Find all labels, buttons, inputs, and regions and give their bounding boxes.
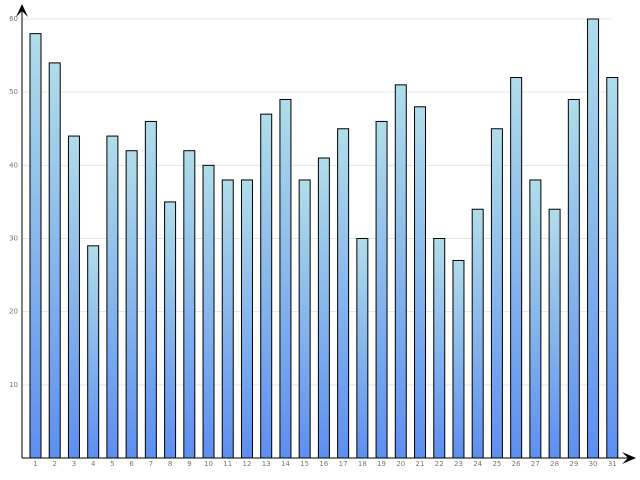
x-tick-label: 5 xyxy=(110,460,114,468)
x-tick-label: 12 xyxy=(243,460,252,468)
bar-15 xyxy=(298,179,311,459)
bar-1 xyxy=(29,33,42,459)
x-tick-label: 7 xyxy=(149,460,153,468)
bar-27 xyxy=(529,179,542,459)
x-tick-label: 25 xyxy=(492,460,501,468)
x-tick-label: 15 xyxy=(300,460,309,468)
x-tick-label: 3 xyxy=(72,460,76,468)
bars xyxy=(29,18,619,459)
y-tick-label: 10 xyxy=(9,381,18,389)
bar-17 xyxy=(337,128,350,459)
x-tick-label: 24 xyxy=(473,460,482,468)
bar-26 xyxy=(510,77,523,459)
x-tick-label: 29 xyxy=(569,460,578,468)
bar-29 xyxy=(567,98,580,459)
bar-20 xyxy=(394,84,407,459)
y-tick-label: 60 xyxy=(9,15,18,23)
bar-7 xyxy=(144,120,157,459)
bar-11 xyxy=(221,179,234,459)
bar-14 xyxy=(279,98,292,459)
bar-12 xyxy=(240,179,253,459)
x-tick-label: 28 xyxy=(550,460,559,468)
x-tick-label: 27 xyxy=(531,460,540,468)
bar-24 xyxy=(471,208,484,459)
y-tick-label: 40 xyxy=(9,161,18,169)
bar-16 xyxy=(317,157,330,459)
x-tick-label: 8 xyxy=(168,460,172,468)
bar-19 xyxy=(375,120,388,459)
bar-9 xyxy=(183,150,196,459)
bar-5 xyxy=(106,135,119,459)
x-tick-label: 17 xyxy=(339,460,348,468)
x-tick-label: 6 xyxy=(129,460,134,468)
bar-2 xyxy=(48,62,61,459)
bar-21 xyxy=(414,106,427,459)
y-axis-arrow-icon xyxy=(16,4,28,17)
bar-4 xyxy=(87,245,100,459)
bar-18 xyxy=(356,238,369,459)
x-tick-label: 30 xyxy=(589,460,598,468)
bar-22 xyxy=(433,238,446,459)
x-tick-label: 1 xyxy=(33,460,37,468)
bar-6 xyxy=(125,150,138,459)
x-tick-label: 31 xyxy=(608,460,617,468)
y-tick-label: 50 xyxy=(9,88,18,96)
bar-10 xyxy=(202,164,215,459)
y-tick-label: 30 xyxy=(9,235,18,243)
x-tick-label: 10 xyxy=(204,460,213,468)
x-axis-arrow-icon xyxy=(622,452,636,464)
x-tick-label: 26 xyxy=(512,460,521,468)
bar-28 xyxy=(548,208,561,459)
x-tick-label: 21 xyxy=(416,460,425,468)
bar-13 xyxy=(260,113,273,459)
x-tick-label: 9 xyxy=(187,460,191,468)
bar-25 xyxy=(490,128,503,459)
x-tick-label: 16 xyxy=(319,460,328,468)
axes xyxy=(16,4,636,464)
x-tick-label: 22 xyxy=(435,460,444,468)
bar-3 xyxy=(67,135,80,459)
y-tick-label: 20 xyxy=(9,308,18,316)
bar-30 xyxy=(587,18,600,459)
x-tick-label: 4 xyxy=(91,460,96,468)
x-tick-label: 2 xyxy=(52,460,56,468)
x-tick-label: 23 xyxy=(454,460,463,468)
x-tick-label: 11 xyxy=(223,460,232,468)
x-tick-label: 18 xyxy=(358,460,367,468)
x-tick-label: 20 xyxy=(396,460,405,468)
bar-23 xyxy=(452,259,465,459)
bar-8 xyxy=(164,201,177,459)
bar-31 xyxy=(606,77,619,459)
x-tick-label: 14 xyxy=(281,460,290,468)
x-tick-label: 13 xyxy=(262,460,271,468)
x-tick-label: 19 xyxy=(377,460,386,468)
